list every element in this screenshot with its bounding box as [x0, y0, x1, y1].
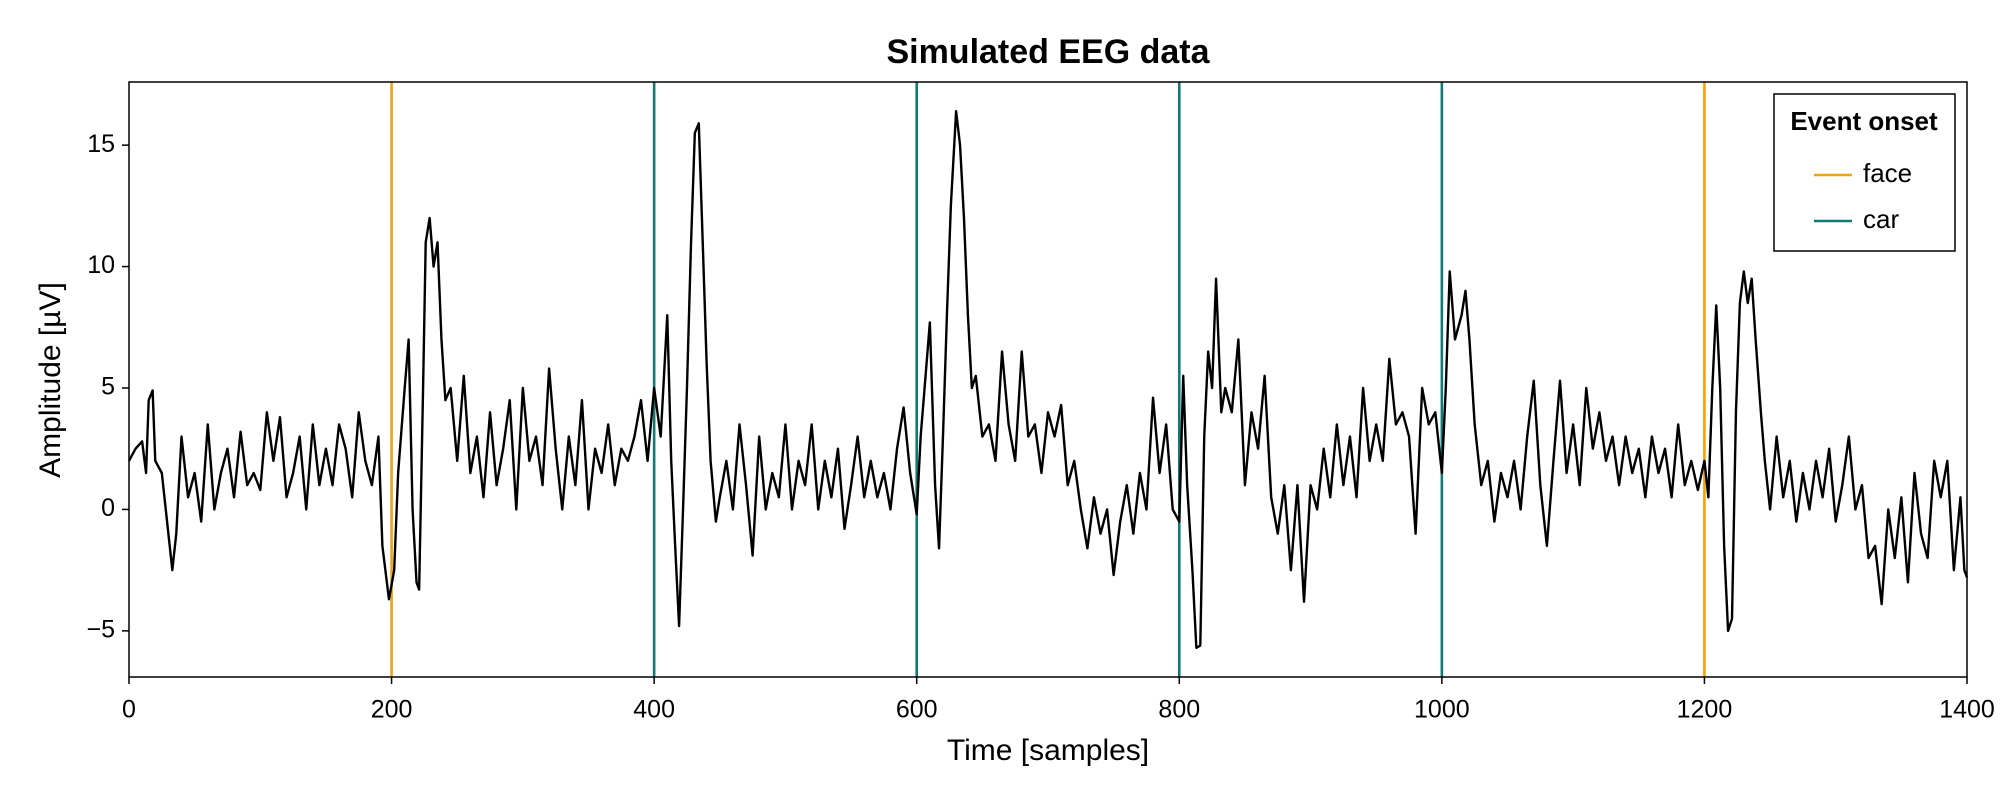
- plot-frame: [128, 81, 1968, 678]
- x-tick-label: 400: [633, 696, 675, 724]
- y-tick-label: 0: [101, 494, 115, 522]
- legend-title: Event onset: [1790, 106, 1938, 136]
- x-tick-label: 200: [371, 696, 413, 724]
- x-axis-label: Time [samples]: [947, 734, 1149, 767]
- signal-line: [127, 109, 1969, 650]
- x-tick-label: 800: [1158, 696, 1200, 724]
- chart-title: Simulated EEG data: [886, 33, 1210, 71]
- y-tick-label: 15: [87, 130, 115, 158]
- legend-box: [1773, 93, 1956, 252]
- y-tick-label: 5: [101, 373, 115, 401]
- y-tick-label: −5: [86, 615, 115, 643]
- y-tick-label: 10: [87, 251, 115, 279]
- legend: Event onset face car: [1773, 93, 1956, 252]
- x-tick-label: 1200: [1677, 696, 1733, 724]
- legend-label: face: [1863, 158, 1912, 188]
- x-tick-label: 1000: [1414, 696, 1470, 724]
- x-tick-label: 600: [896, 696, 938, 724]
- x-tick-label: 0: [122, 696, 136, 724]
- y-axis-label: Amplitude [µV]: [34, 282, 67, 478]
- legend-label: car: [1863, 204, 1899, 234]
- x-tick-label: 1400: [1939, 696, 1995, 724]
